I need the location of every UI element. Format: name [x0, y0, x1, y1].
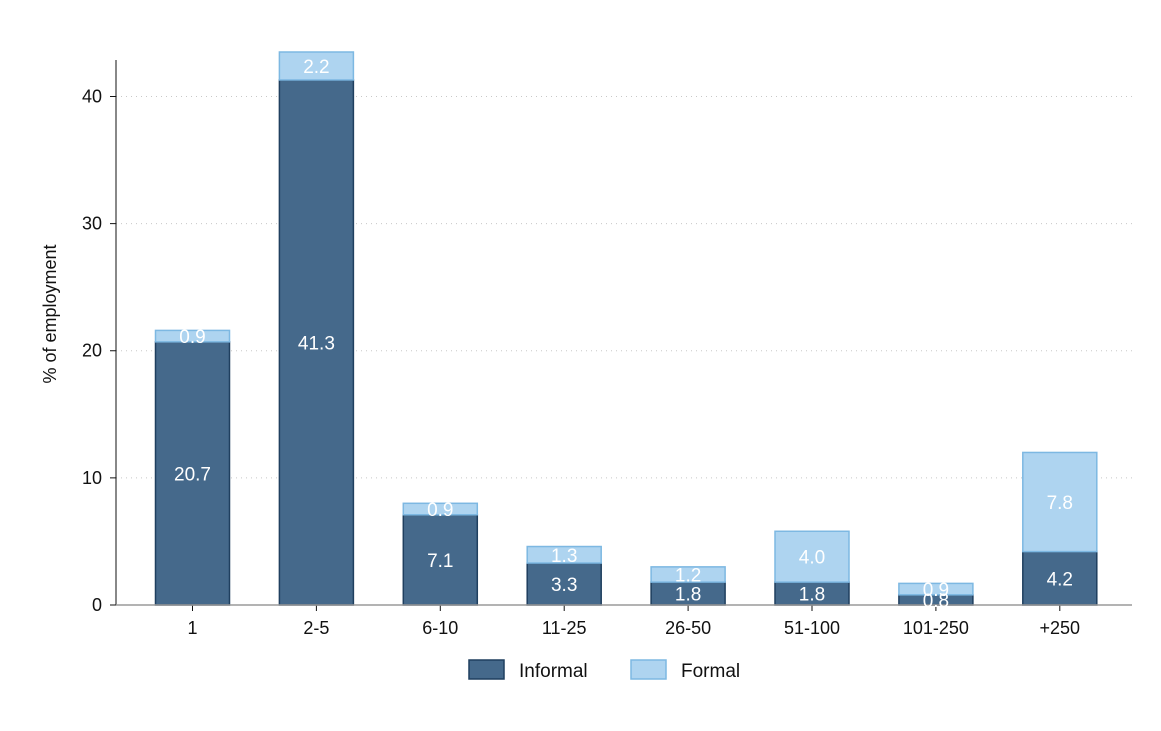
bar-label-informal: 20.7 [174, 464, 211, 485]
bar-informal [402, 513, 479, 606]
bar-informal [154, 341, 231, 606]
x-tick-label: 26-50 [665, 618, 711, 638]
bar-label-informal: 1.8 [675, 585, 701, 606]
bar-formal [1022, 451, 1098, 553]
bar-formal [898, 582, 974, 596]
legend-label: Informal [519, 661, 588, 682]
x-tick-label: 11-25 [542, 618, 587, 638]
bar-formal [650, 566, 726, 583]
bar-label-formal: 7.8 [1047, 493, 1073, 514]
bar-formal [774, 530, 850, 583]
bar-label-formal: 4.0 [799, 548, 825, 569]
bar-informal [1022, 550, 1098, 606]
y-tick-label: 30 [82, 214, 102, 234]
bar-formal [402, 502, 479, 516]
axes: 0 10 20 30 40 1 2-5 6-10 11-25 26-50 51-100 101-250… [82, 60, 1132, 638]
bars [154, 51, 1098, 606]
legend-swatch [468, 659, 505, 680]
legend-label: Formal [681, 661, 740, 682]
bar-formal [154, 329, 231, 343]
bar-label-formal: 2.2 [303, 57, 329, 78]
x-tick-label: 1 [187, 618, 197, 638]
bar-formal [526, 545, 602, 564]
bar-label-informal: 3.3 [551, 575, 577, 596]
bar-value-labels: 20.70.9 41.32.27.10.93.31.31.81.21.84.00.… [174, 57, 1073, 612]
bar-formal [278, 51, 355, 81]
y-axis-title: % of employment [40, 244, 60, 383]
bar-label-formal: 0.9 [179, 327, 205, 348]
legend-swatch [630, 659, 667, 680]
bar-label-informal: 41.3 [298, 333, 335, 354]
y-tick-label: 10 [82, 468, 102, 488]
bar-label-formal: 0.9 [923, 580, 949, 601]
bar-label-informal: 0.8 [923, 591, 949, 612]
x-tick-label: +250 [1040, 618, 1081, 638]
x-tick-label: 2-5 [303, 618, 329, 638]
y-tick-label: 20 [82, 341, 102, 361]
grid-lines [116, 95, 1132, 606]
bar-label-formal: 0.9 [427, 500, 453, 521]
bar-label-informal: 1.8 [799, 585, 825, 606]
x-tick-label: 6-10 [422, 618, 458, 638]
x-tick-label: 101-250 [903, 618, 969, 638]
y-tick-label: 0 [92, 595, 102, 615]
y-tick-label: 40 [82, 86, 102, 106]
bar-label-informal: 4.2 [1047, 569, 1073, 590]
legend: Informal Formal [468, 659, 740, 682]
bar-label-formal: 1.3 [551, 546, 577, 567]
bar-label-formal: 1.2 [675, 565, 701, 586]
bar-label-informal: 7.1 [427, 551, 453, 572]
x-tick-label: 51-100 [784, 618, 840, 638]
